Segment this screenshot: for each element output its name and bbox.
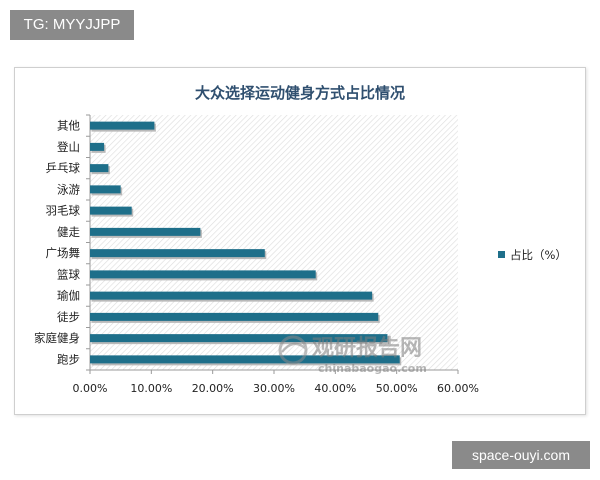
legend: 占比（%） bbox=[498, 248, 567, 262]
category-label: 家庭健身 bbox=[34, 331, 80, 345]
category-label: 乒乓球 bbox=[46, 161, 81, 175]
x-tick-label: 10.00% bbox=[130, 382, 172, 395]
bar bbox=[90, 142, 105, 151]
category-label: 篮球 bbox=[57, 267, 80, 281]
category-label: 瑜伽 bbox=[57, 289, 80, 303]
bar bbox=[90, 355, 400, 364]
category-label: 登山 bbox=[57, 140, 80, 154]
category-label: 广场舞 bbox=[46, 246, 81, 260]
x-tick-label: 60.00% bbox=[437, 382, 479, 395]
legend-label: 占比（%） bbox=[510, 248, 567, 262]
category-label: 其他 bbox=[57, 119, 80, 133]
bar bbox=[90, 312, 379, 321]
category-label: 徒步 bbox=[57, 310, 80, 324]
watermark-logo: 观研报告网 chinabaogao.com bbox=[278, 335, 427, 375]
bar bbox=[90, 121, 155, 130]
x-tick-label: 20.00% bbox=[192, 382, 234, 395]
bar bbox=[90, 227, 201, 236]
x-tick-label: 40.00% bbox=[314, 382, 356, 395]
watermark-bottom-label: space-ouyi.com bbox=[452, 441, 590, 469]
bar bbox=[90, 206, 132, 215]
x-tick-label: 30.00% bbox=[253, 382, 295, 395]
bar bbox=[90, 270, 316, 279]
x-tick-label: 0.00% bbox=[73, 382, 108, 395]
bar bbox=[90, 334, 388, 343]
bar bbox=[90, 291, 373, 300]
bar bbox=[90, 164, 109, 173]
bar bbox=[90, 249, 265, 258]
bar bbox=[90, 185, 121, 194]
watermark-logo-en: chinabaogao.com bbox=[318, 362, 427, 375]
watermark-logo-cn: 观研报告网 bbox=[312, 336, 422, 361]
chart-title: 大众选择运动健身方式占比情况 bbox=[195, 84, 405, 102]
plot-area bbox=[90, 115, 458, 370]
watermark-top-label: TG: MYYJJPP bbox=[10, 10, 134, 40]
category-label: 跑步 bbox=[57, 352, 80, 366]
category-label: 健走 bbox=[57, 225, 80, 239]
legend-swatch bbox=[498, 251, 505, 258]
x-tick-label: 50.00% bbox=[376, 382, 418, 395]
category-label: 羽毛球 bbox=[46, 204, 81, 218]
category-label: 泳游 bbox=[57, 182, 80, 196]
